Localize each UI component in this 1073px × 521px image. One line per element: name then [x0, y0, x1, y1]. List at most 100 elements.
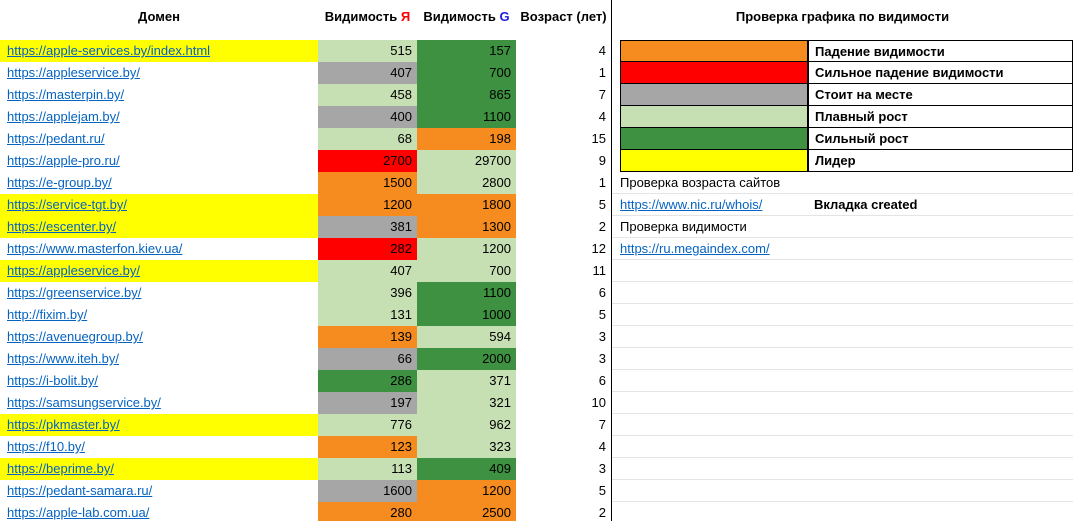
domain-link[interactable]: https://pedant-samara.ru/ [7, 483, 153, 498]
domain-link[interactable]: https://www.iteh.by/ [7, 351, 119, 366]
note-cell [612, 502, 808, 521]
domain-link[interactable]: https://appleservice.by/ [7, 65, 140, 80]
visibility-yandex-cell: 776 [318, 414, 417, 436]
domain-cell: https://pedant-samara.ru/ [0, 480, 318, 502]
domain-cell: https://samsungservice.by/ [0, 392, 318, 414]
table-row: https://service-tgt.by/1200 1800 5 https://… [0, 194, 1073, 216]
domain-link[interactable]: http://fixim.by/ [7, 307, 88, 322]
domain-cell: https://appleservice.by/ [0, 62, 318, 84]
note-label-cell [808, 238, 1073, 260]
table-row: https://apple-services.by/index.html 515 1… [0, 40, 1073, 62]
note-label-cell [808, 414, 1073, 436]
domain-cell: https://greenservice.by/ [0, 282, 318, 304]
header-row: Домен Видимость Я Видимость G Возраст (л… [0, 0, 1073, 40]
domain-link[interactable]: https://e-group.by/ [7, 175, 112, 190]
table-row: https://samsungservice.by/197 321 10 [0, 392, 1073, 414]
domain-cell: https://i-bolit.by/ [0, 370, 318, 392]
domain-link[interactable]: https://f10.by/ [7, 439, 86, 454]
domain-link[interactable]: https://samsungservice.by/ [7, 395, 161, 410]
note-link[interactable]: https://ru.megaindex.com/ [620, 241, 770, 256]
note-cell: Проверка возраста сайтов [612, 172, 808, 194]
domain-cell: https://www.masterfon.kiev.ua/ [0, 238, 318, 260]
age-cell: 15 [516, 128, 612, 150]
note-label-cell [808, 216, 1073, 238]
note-label-cell [808, 260, 1073, 282]
domain-link[interactable]: https://masterpin.by/ [7, 87, 125, 102]
domain-link[interactable]: https://beprime.by/ [7, 461, 114, 476]
visibility-google-cell: 371 [417, 370, 516, 392]
note-cell: Проверка видимости [612, 216, 808, 238]
visibility-yandex-cell: 1500 [318, 172, 417, 194]
table-row: https://greenservice.by/396 1100 6 [0, 282, 1073, 304]
age-cell: 4 [516, 106, 612, 128]
age-cell: 5 [516, 304, 612, 326]
visibility-yandex-cell: 458 [318, 84, 417, 106]
note-label-cell [808, 458, 1073, 480]
visibility-yandex-cell: 139 [318, 326, 417, 348]
domain-link[interactable]: https://greenservice.by/ [7, 285, 142, 300]
table-row: https://avenuegroup.by/139 594 3 [0, 326, 1073, 348]
age-cell: 6 [516, 282, 612, 304]
visibility-google-cell: 1200 [417, 238, 516, 260]
note-label-cell [808, 172, 1073, 194]
note-label-cell [808, 436, 1073, 458]
domain-link[interactable]: https://pkmaster.by/ [7, 417, 120, 432]
table-row: https://escenter.by/381 1300 2 Проверка вид… [0, 216, 1073, 238]
domain-link[interactable]: https://escenter.by/ [7, 219, 117, 234]
visibility-google-cell: 323 [417, 436, 516, 458]
domain-link[interactable]: https://apple-lab.com.ua/ [7, 505, 150, 520]
visibility-yandex-cell: 2700 [318, 150, 417, 172]
note-label-cell [808, 348, 1073, 370]
visibility-google-cell: 700 [417, 260, 516, 282]
table-row: https://pkmaster.by/776 962 7 [0, 414, 1073, 436]
table-row: https://applejam.by/400 1100 4 Плавный рост [0, 106, 1073, 128]
visibility-yandex-cell: 407 [318, 62, 417, 84]
domain-cell: https://apple-services.by/index.html [0, 40, 318, 62]
domain-link[interactable]: https://pedant.ru/ [7, 131, 105, 146]
visibility-google-cell: 1100 [417, 106, 516, 128]
domain-link[interactable]: https://apple-services.by/index.html [7, 43, 211, 58]
table-row: https://appleservice.by/407 700 11 [0, 260, 1073, 282]
table-row: https://apple-lab.com.ua/280 2500 2 [0, 502, 1073, 521]
age-cell: 3 [516, 458, 612, 480]
legend-swatch-cell [612, 40, 808, 62]
note-cell [612, 348, 808, 370]
legend-label: Сильный рост [808, 128, 1073, 150]
visibility-yandex-cell: 1600 [318, 480, 417, 502]
visibility-google-cell: 1800 [417, 194, 516, 216]
note-cell [612, 370, 808, 392]
legend-swatch-cell [612, 150, 808, 172]
note-cell [612, 480, 808, 502]
domain-link[interactable]: https://avenuegroup.by/ [7, 329, 143, 344]
visibility-yandex-cell: 131 [318, 304, 417, 326]
domain-link[interactable]: https://applejam.by/ [7, 109, 120, 124]
visibility-google-cell: 1200 [417, 480, 516, 502]
table-row: http://fixim.by/131 1000 5 [0, 304, 1073, 326]
table-row: https://www.iteh.by/66 2000 3 [0, 348, 1073, 370]
age-cell: 7 [516, 414, 612, 436]
domain-link[interactable]: https://service-tgt.by/ [7, 197, 127, 212]
legend-swatch-green_light [620, 106, 808, 128]
legend-label: Лидер [808, 150, 1073, 172]
visibility-yandex-cell: 1200 [318, 194, 417, 216]
visibility-google-cell: 865 [417, 84, 516, 106]
domain-cell: https://apple-pro.ru/ [0, 150, 318, 172]
note-label-cell [808, 392, 1073, 414]
domain-link[interactable]: https://www.masterfon.kiev.ua/ [7, 241, 183, 256]
legend-label: Падение видимости [808, 40, 1073, 62]
domain-cell: https://pkmaster.by/ [0, 414, 318, 436]
age-cell: 4 [516, 40, 612, 62]
visibility-yandex-cell: 68 [318, 128, 417, 150]
note-cell [612, 304, 808, 326]
domain-cell: http://fixim.by/ [0, 304, 318, 326]
note-link[interactable]: https://www.nic.ru/whois/ [620, 197, 763, 212]
age-cell: 11 [516, 260, 612, 282]
domain-link[interactable]: https://appleservice.by/ [7, 263, 140, 278]
legend-title: Проверка графика по видимости [735, 9, 950, 24]
domain-cell: https://avenuegroup.by/ [0, 326, 318, 348]
visibility-google-cell: 2000 [417, 348, 516, 370]
domain-link[interactable]: https://apple-pro.ru/ [7, 153, 120, 168]
domain-cell: https://pedant.ru/ [0, 128, 318, 150]
domain-link[interactable]: https://i-bolit.by/ [7, 373, 99, 388]
visibility-google-cell: 1000 [417, 304, 516, 326]
